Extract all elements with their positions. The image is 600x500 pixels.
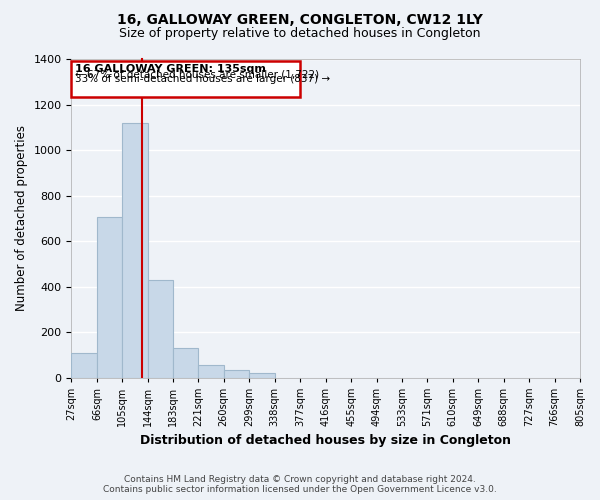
Text: ← 67% of detached houses are smaller (1,722): ← 67% of detached houses are smaller (1,… (76, 70, 319, 80)
Y-axis label: Number of detached properties: Number of detached properties (15, 126, 28, 312)
Bar (224, 370, 249, 378)
Bar (249, 373, 275, 378)
Text: 16 GALLOWAY GREEN: 135sqm: 16 GALLOWAY GREEN: 135sqm (76, 64, 266, 74)
Bar (71, 352, 97, 378)
Bar (173, 348, 198, 378)
Bar (97, 217, 122, 378)
Text: Contains HM Land Registry data © Crown copyright and database right 2024.
Contai: Contains HM Land Registry data © Crown c… (103, 474, 497, 494)
Bar (71, 62, 300, 96)
Text: 16, GALLOWAY GREEN, CONGLETON, CW12 1LY: 16, GALLOWAY GREEN, CONGLETON, CW12 1LY (117, 12, 483, 26)
X-axis label: Distribution of detached houses by size in Congleton: Distribution of detached houses by size … (140, 434, 511, 448)
Bar (122, 122, 148, 378)
Bar (198, 364, 224, 378)
Text: Size of property relative to detached houses in Congleton: Size of property relative to detached ho… (119, 28, 481, 40)
Bar (148, 280, 173, 378)
Text: 33% of semi-detached houses are larger (837) →: 33% of semi-detached houses are larger (… (76, 74, 331, 84)
